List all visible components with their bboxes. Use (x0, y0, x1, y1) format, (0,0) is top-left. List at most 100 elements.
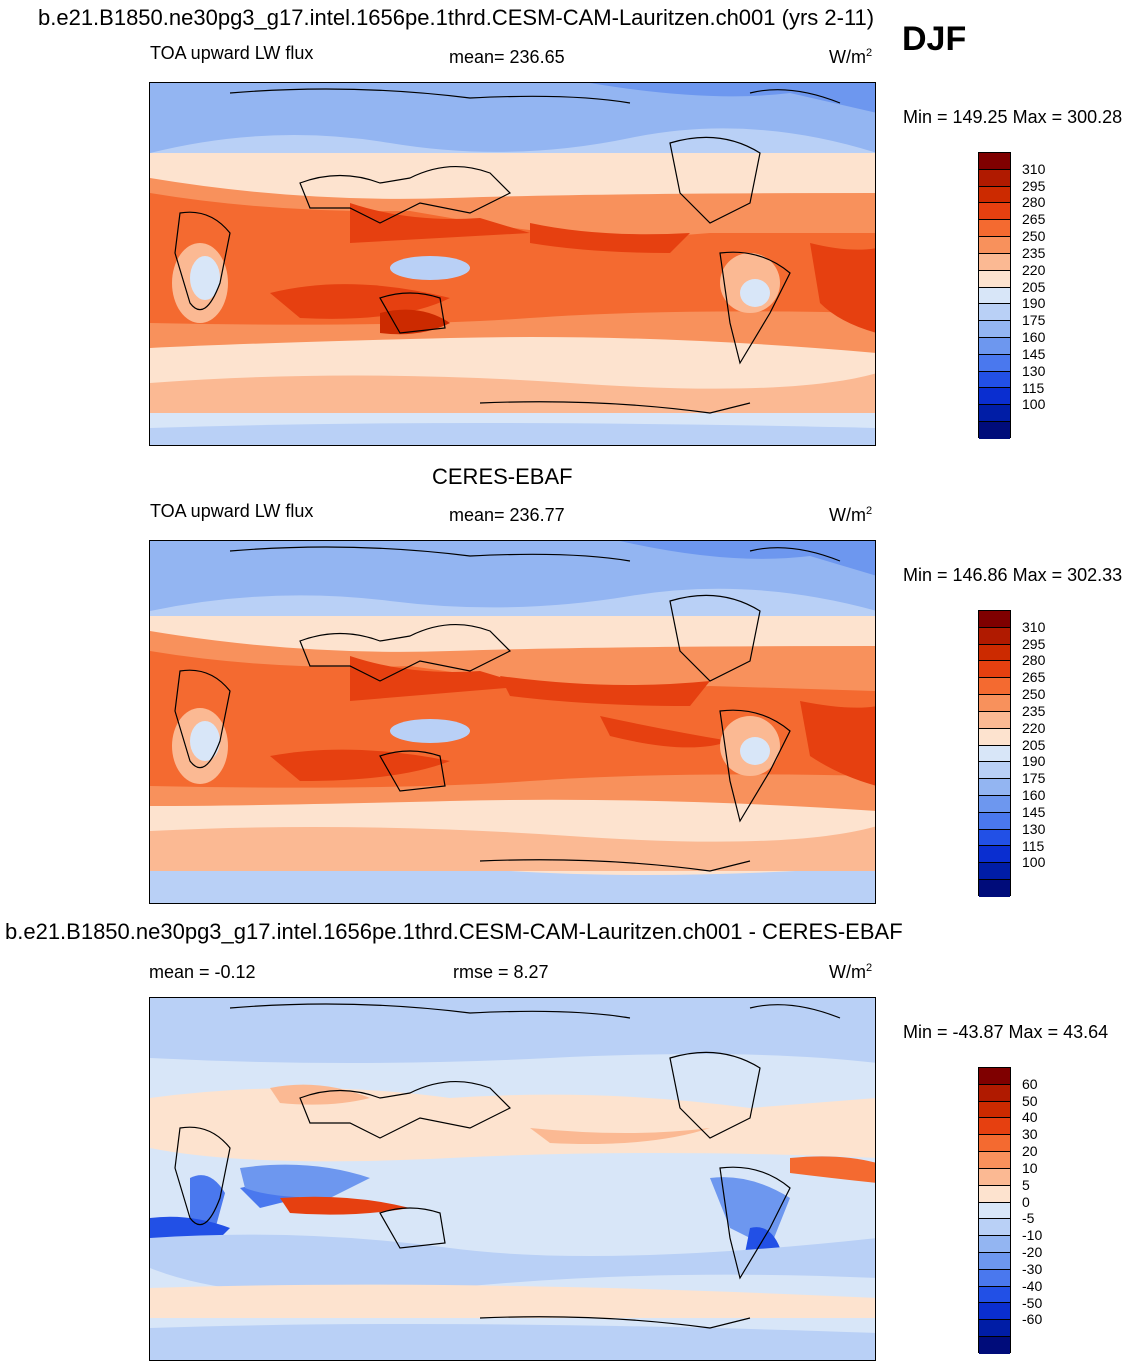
colorbar-swatch (979, 304, 1010, 322)
colorbar-swatch (979, 812, 1010, 830)
panel1-units: W/m2 (829, 47, 873, 67)
season-label: DJF (902, 20, 967, 58)
colorbar-tick-label: 265 (1022, 669, 1046, 686)
colorbar-tick-label: -40 (1022, 1277, 1043, 1294)
panel2-variable-label: TOA upward LW flux (150, 501, 314, 521)
colorbar-swatch (979, 405, 1010, 422)
colorbar-tick-label: 310 (1022, 618, 1046, 635)
colorbar-tick-label: 235 (1022, 244, 1046, 261)
colorbar-tick-label: 100 (1022, 396, 1046, 413)
colorbar-tick-label: 295 (1022, 177, 1046, 194)
colorbar-tick-label: 295 (1022, 635, 1046, 652)
colorbar-tick-label: 50 (1022, 1092, 1038, 1109)
colorbar-tick-label: 205 (1022, 736, 1046, 753)
colorbar-swatch (979, 728, 1010, 746)
colorbar-swatch (979, 1303, 1010, 1321)
colorbar-tick-label: 160 (1022, 329, 1046, 346)
colorbar-tick-label: 145 (1022, 803, 1046, 820)
colorbar-tick-label: 220 (1022, 261, 1046, 278)
panel2-minmax: Min = 146.86 Max = 302.33 (903, 565, 1123, 585)
colorbar-tick-label: 130 (1022, 362, 1046, 379)
colorbar-tick-label: -60 (1022, 1311, 1043, 1328)
colorbar-swatch (979, 287, 1010, 305)
panel3-rmse-label: rmse = 8.27 (453, 962, 549, 982)
colorbar-swatch (979, 846, 1010, 864)
colorbar-tick-label: 175 (1022, 312, 1046, 329)
colorbar-swatch (979, 762, 1010, 780)
colorbar-swatch (979, 711, 1010, 729)
colorbar-tick-label: 40 (1022, 1109, 1038, 1126)
colorbar-tick-label: 250 (1022, 228, 1046, 245)
colorbar-tick-label: 280 (1022, 652, 1046, 669)
colorbar-tick-label: 145 (1022, 345, 1046, 362)
colorbar-swatch (979, 1219, 1010, 1237)
panel1-colorbar (978, 152, 1011, 439)
colorbar-swatch (979, 1202, 1010, 1220)
colorbar-tick-label: 235 (1022, 702, 1046, 719)
colorbar-swatch (979, 1320, 1010, 1337)
colorbar-tick-label: 100 (1022, 854, 1046, 871)
colorbar-swatch (979, 1135, 1010, 1153)
colorbar-swatch (979, 779, 1010, 796)
colorbar-swatch (979, 220, 1010, 238)
colorbar-swatch (979, 1101, 1010, 1119)
colorbar-swatch (979, 695, 1010, 712)
colorbar-tick-label: 190 (1022, 753, 1046, 770)
colorbar-tick-label: 130 (1022, 820, 1046, 837)
panel2-mean-label: mean= 236.77 (449, 505, 565, 525)
colorbar-tick-label: -10 (1022, 1227, 1043, 1244)
colorbar-tick-label: -50 (1022, 1294, 1043, 1311)
colorbar-swatch (979, 745, 1010, 763)
colorbar-swatch (979, 1337, 1010, 1354)
colorbar-tick-label: 0 (1022, 1193, 1030, 1210)
colorbar-tick-label: 280 (1022, 194, 1046, 211)
panel1-variable-label: TOA upward LW flux (150, 43, 314, 63)
colorbar-swatch (979, 337, 1010, 355)
colorbar-swatch (979, 169, 1010, 187)
colorbar-swatch (979, 1152, 1010, 1169)
colorbar-swatch (979, 354, 1010, 372)
case-title: b.e21.B1850.ne30pg3_g17.intel.1656pe.1th… (38, 5, 875, 30)
colorbar-swatch (979, 678, 1010, 696)
colorbar-tick-label: 115 (1022, 379, 1045, 396)
colorbar-swatch (979, 880, 1010, 897)
colorbar-swatch (979, 644, 1010, 662)
colorbar-swatch (979, 1236, 1010, 1253)
colorbar-tick-label: 30 (1022, 1126, 1038, 1143)
colorbar-tick-label: 310 (1022, 160, 1046, 177)
colorbar-swatch (979, 829, 1010, 847)
colorbar-swatch (979, 237, 1010, 254)
colorbar-swatch (979, 795, 1010, 813)
colorbar-tick-label: -20 (1022, 1244, 1043, 1261)
colorbar-swatch (979, 1168, 1010, 1186)
colorbar-swatch (979, 153, 1010, 170)
colorbar-swatch (979, 422, 1010, 439)
colorbar-swatch (979, 661, 1010, 679)
colorbar-swatch (979, 1286, 1010, 1304)
colorbar-swatch (979, 321, 1010, 338)
colorbar-tick-label: 115 (1022, 837, 1045, 854)
colorbar-tick-label: 265 (1022, 211, 1046, 228)
colorbar-swatch (979, 1252, 1010, 1270)
colorbar-swatch (979, 627, 1010, 645)
panel1-mean-label: mean= 236.65 (449, 47, 565, 67)
colorbar-swatch (979, 1068, 1010, 1085)
panel2-map (149, 540, 876, 904)
colorbar-swatch (979, 203, 1010, 221)
colorbar-tick-label: 5 (1022, 1176, 1030, 1193)
colorbar-swatch (979, 1084, 1010, 1102)
colorbar-swatch (979, 863, 1010, 880)
colorbar-tick-label: 175 (1022, 770, 1046, 787)
colorbar-tick-label: -5 (1022, 1210, 1035, 1227)
panel3-colorbar (978, 1067, 1011, 1354)
colorbar-swatch (979, 270, 1010, 288)
panel3-minmax: Min = -43.87 Max = 43.64 (903, 1022, 1109, 1042)
colorbar-swatch (979, 611, 1010, 628)
colorbar-tick-label: 190 (1022, 295, 1046, 312)
colorbar-tick-label: 250 (1022, 686, 1046, 703)
colorbar-tick-label: 10 (1022, 1159, 1038, 1176)
colorbar-tick-label: -30 (1022, 1260, 1043, 1277)
colorbar-swatch (979, 253, 1010, 271)
colorbar-tick-label: 60 (1022, 1075, 1038, 1092)
colorbar-swatch (979, 186, 1010, 204)
